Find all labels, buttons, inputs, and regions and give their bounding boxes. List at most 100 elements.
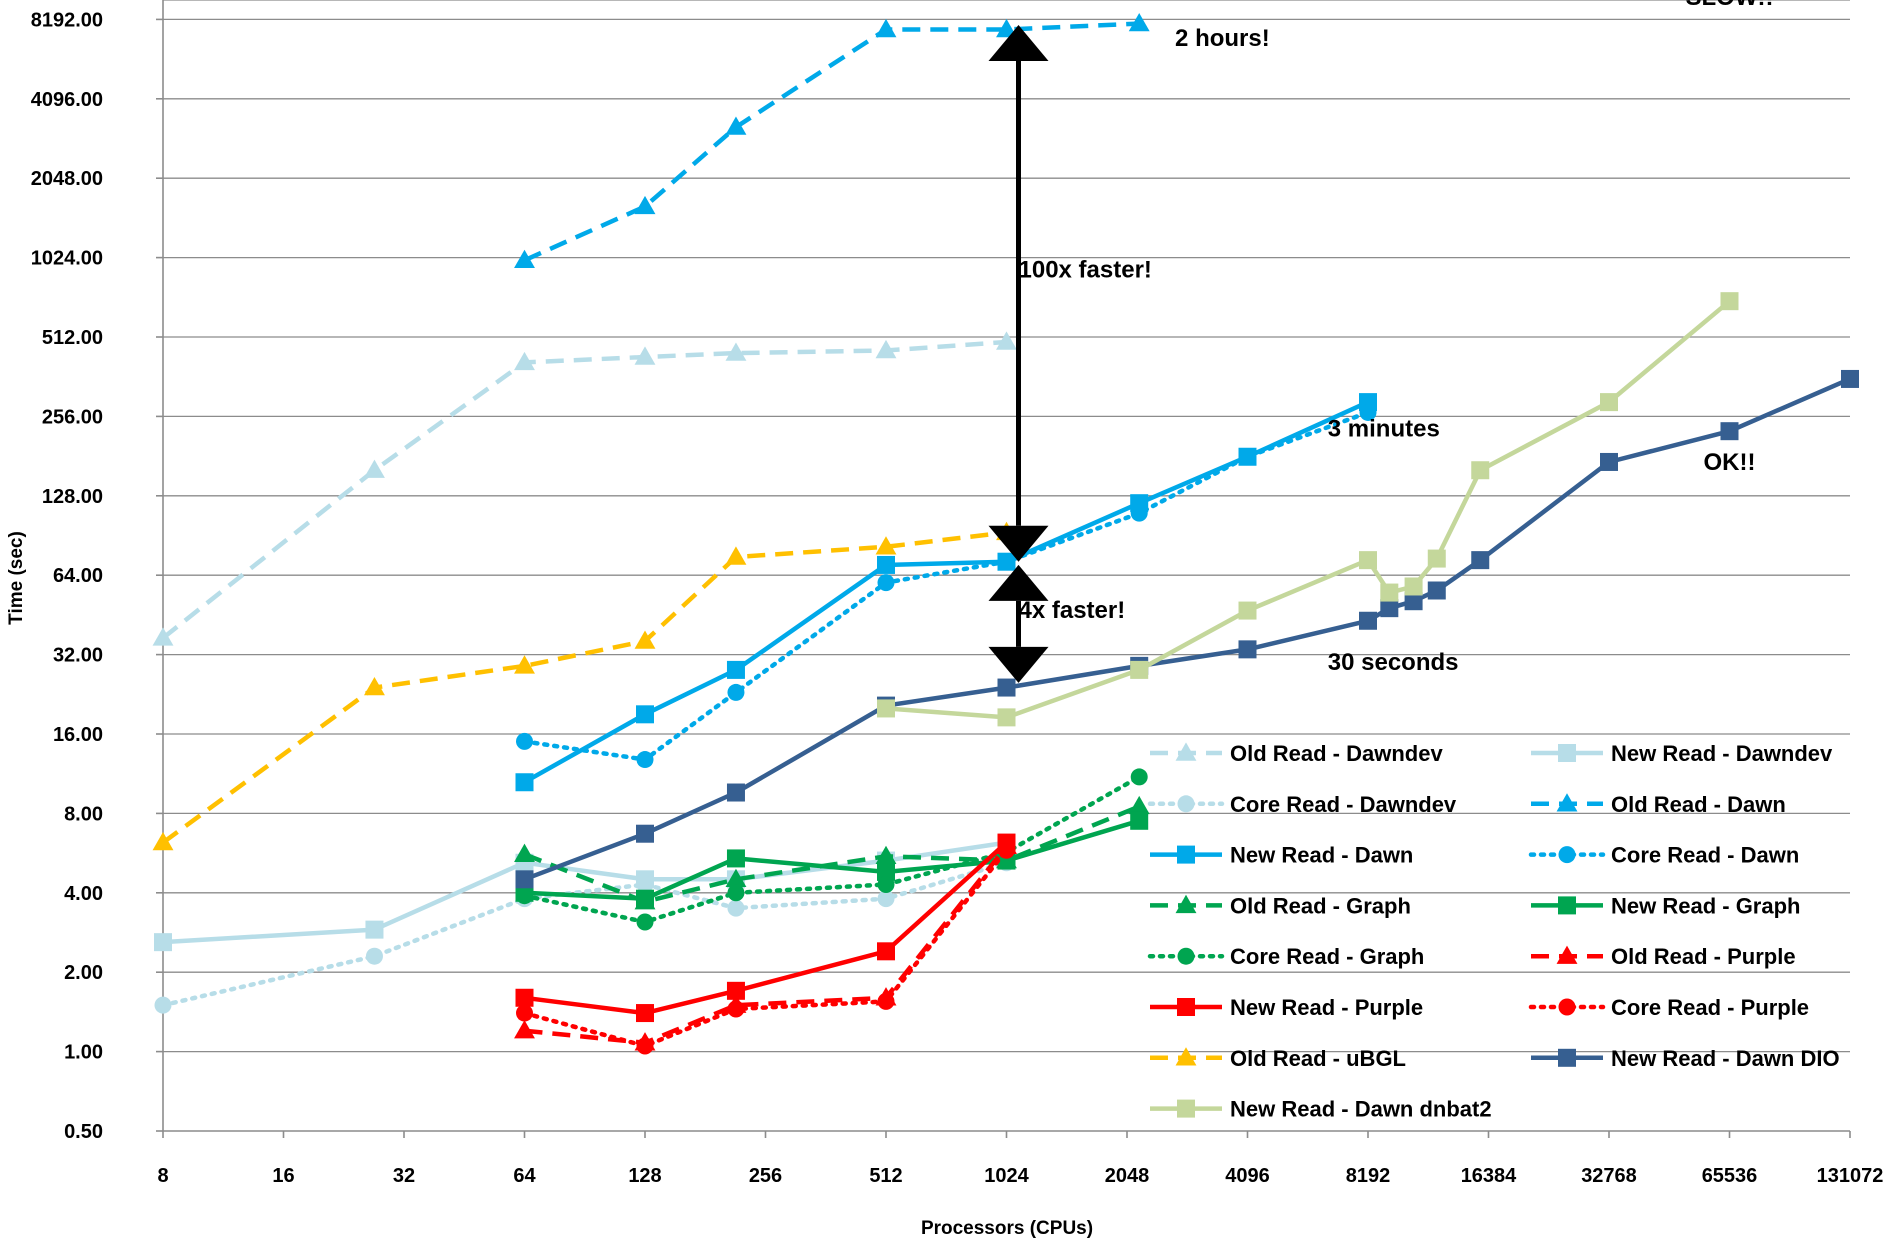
double-arrow	[988, 564, 1049, 683]
legend-label: New Read - Dawn dnbat2	[1230, 1097, 1492, 1122]
data-point	[515, 773, 534, 792]
series-core-read-dawn	[516, 403, 1377, 769]
annotation-label: 3 minutes	[1328, 415, 1440, 442]
y-tick-label: 0.50	[64, 1121, 103, 1143]
data-point	[154, 933, 172, 952]
legend-entry: Core Read - Graph	[1147, 944, 1424, 969]
data-point	[726, 783, 745, 802]
data-point	[152, 831, 174, 851]
legend-swatch-marker	[1177, 947, 1195, 965]
data-point	[514, 351, 535, 371]
y-tick-label: 4096.00	[31, 89, 103, 111]
y-tick-label: 4.00	[64, 883, 103, 905]
data-point	[1720, 292, 1739, 311]
data-point	[1404, 577, 1423, 596]
series-new-read-dawn-dnbat2	[877, 292, 1739, 727]
data-point	[877, 992, 895, 1010]
data-point	[1427, 581, 1446, 600]
data-point	[516, 1004, 533, 1022]
legend-swatch-marker	[1558, 1048, 1576, 1067]
y-tick-label: 8192.00	[31, 9, 103, 31]
data-point	[514, 1020, 535, 1039]
data-point	[636, 889, 654, 908]
data-point	[515, 988, 534, 1007]
data-point	[877, 862, 895, 881]
x-tick-label: 2048	[1105, 1165, 1150, 1187]
x-tick-labels: 8 16 32 64 128 256 512 1024 2048 4096 8192 16384 327…	[157, 1131, 1883, 1187]
series-core-read-graph	[516, 768, 1148, 931]
data-point	[636, 1004, 654, 1023]
annotations: 2 hours! 100x faster! 3 minutes 4x faster! 3…	[1019, 0, 1774, 676]
x-tick-label: 64	[513, 1165, 536, 1187]
legend-label: Core Read - Dawn	[1611, 843, 1799, 868]
series-line	[524, 818, 1140, 901]
legend-swatch-marker	[1558, 896, 1576, 915]
data-point	[1130, 504, 1148, 522]
x-tick-label: 128	[628, 1165, 661, 1187]
x-axis-title: Processors (CPUs)	[921, 1218, 1093, 1239]
y-tick-label: 1.00	[64, 1042, 103, 1064]
data-point	[726, 660, 745, 679]
legend-entry: New Read - Dawn dnbat2	[1150, 1097, 1492, 1122]
x-tick-label: 32	[393, 1165, 415, 1187]
data-point	[636, 1037, 654, 1055]
data-point	[364, 459, 385, 478]
data-point	[1427, 549, 1446, 568]
y-tick-label: 16.00	[53, 724, 103, 746]
data-point	[998, 841, 1015, 859]
data-point	[514, 655, 535, 674]
legend-label: Old Read - Purple	[1611, 944, 1796, 969]
legend-label: Core Read - Purple	[1611, 995, 1809, 1020]
series-old-read-dawn	[514, 12, 1150, 269]
annotation-label: 30 seconds	[1328, 649, 1459, 676]
series-line	[161, 339, 1007, 640]
series-line	[523, 804, 1141, 904]
legend-swatch-marker	[1175, 742, 1197, 761]
data-point	[636, 751, 654, 769]
legend-swatch-marker	[1177, 998, 1195, 1016]
series-line	[522, 410, 1371, 762]
legend-label: Core Read - Dawndev	[1230, 792, 1457, 817]
legend-swatch-marker	[1175, 1047, 1197, 1066]
legend-swatch-marker	[1558, 846, 1576, 864]
arrow-head-up	[988, 25, 1049, 62]
legend: Old Read - Dawndev New Read - Dawndev Core…	[1147, 741, 1840, 1122]
legend-label: New Read - Purple	[1230, 995, 1423, 1020]
series-core-read-purple	[516, 841, 1015, 1055]
data-point	[1380, 599, 1399, 618]
legend-entry: New Read - Graph	[1531, 893, 1800, 918]
legend-entry: Core Read - Purple	[1528, 995, 1809, 1020]
data-point	[877, 876, 895, 894]
x-tick-label: 131072	[1817, 1165, 1884, 1187]
data-point	[154, 996, 172, 1014]
data-point	[636, 824, 654, 843]
annotation-label: OK!!	[1704, 449, 1756, 476]
data-point	[516, 887, 533, 905]
y-tick-label: 128.00	[42, 486, 103, 508]
data-point	[152, 627, 174, 646]
data-point	[636, 876, 654, 894]
x-tick-label: 8	[157, 1165, 168, 1187]
legend-label: Old Read - Dawn	[1611, 792, 1786, 817]
legend-entry: Core Read - Dawn	[1528, 843, 1799, 868]
data-point	[1128, 795, 1150, 815]
y-tick-label: 2048.00	[31, 168, 103, 190]
series-line	[522, 847, 1009, 1049]
legend-label: New Read - Dawndev	[1611, 741, 1833, 766]
series-line	[522, 774, 1142, 925]
data-point	[1471, 461, 1490, 480]
data-series	[152, 12, 1859, 1055]
data-point	[725, 116, 747, 135]
legend-entry: Old Read - uBGL	[1150, 1046, 1406, 1071]
x-tick-label: 8192	[1346, 1165, 1391, 1187]
data-point	[877, 699, 895, 718]
y-tick-label: 1024.00	[31, 248, 103, 270]
data-point	[1600, 452, 1618, 471]
data-point	[727, 899, 745, 917]
annotation-label: 100x faster!	[1019, 257, 1152, 284]
x-tick-label: 32768	[1581, 1165, 1637, 1187]
legend-entry: Old Read - Purple	[1531, 944, 1796, 969]
x-tick-label: 16	[272, 1165, 294, 1187]
legend-swatch-marker	[1556, 945, 1578, 964]
series-new-read-purple	[515, 833, 1016, 1023]
